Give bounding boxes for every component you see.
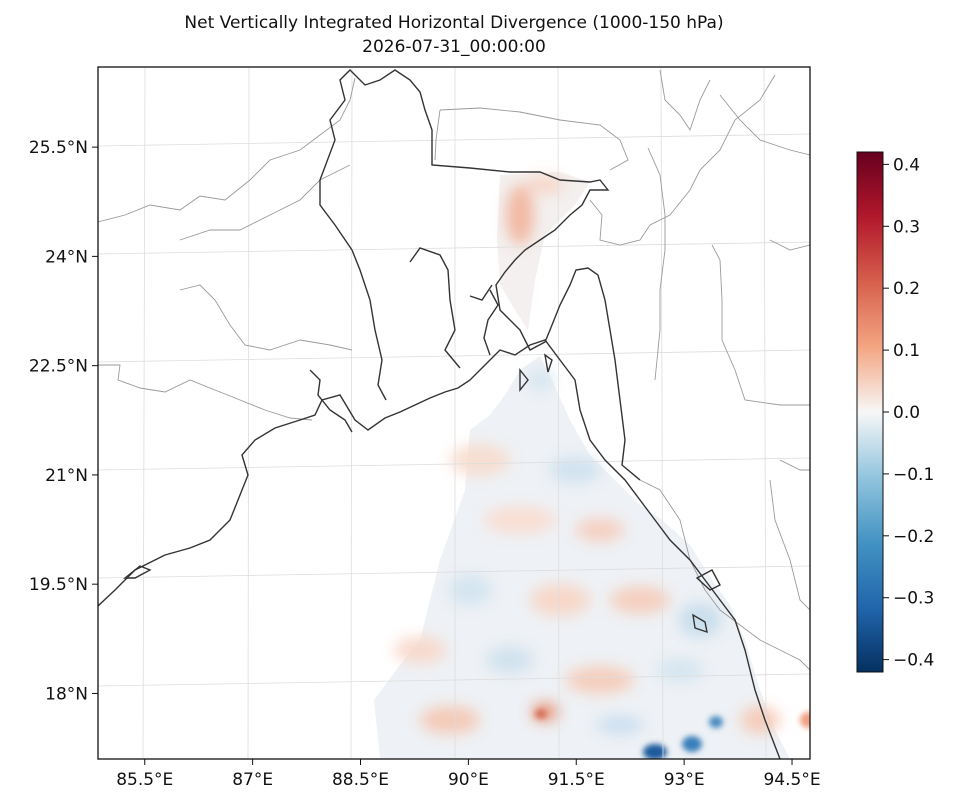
x-tick-label: 87°E [232, 770, 273, 790]
colorbar-tick-label: 0.1 [893, 341, 920, 361]
x-axis-ticks: 85.5°E 87°E 88.5°E 90°E 91.5°E 93°E 94.5°E [116, 759, 821, 790]
colorbar-tick-label: −0.2 [893, 527, 934, 547]
y-tick-label: 19.5°N [29, 575, 88, 595]
colorbar-tick-label: −0.4 [893, 651, 934, 671]
colorbar-tick-label: 0.3 [893, 217, 920, 237]
colorbar-tick-label: 0.2 [893, 279, 920, 299]
colorbar-tick-label: 0.4 [893, 155, 920, 175]
y-tick-label: 21°N [45, 466, 88, 486]
divergence-field [374, 172, 810, 759]
chart-subtitle: 2026-07-31_00:00:00 [362, 37, 546, 57]
y-axis-ticks: 25.5°N 24°N 22.5°N 21°N 19.5°N 18°N [29, 138, 98, 704]
coastline-and-borders [98, 69, 781, 759]
x-tick-label: 88.5°E [332, 770, 389, 790]
y-tick-label: 25.5°N [29, 138, 88, 158]
x-tick-label: 90°E [448, 770, 489, 790]
colorbar-tick-label: 0.0 [893, 403, 920, 423]
y-tick-label: 18°N [45, 684, 88, 704]
x-tick-label: 93°E [664, 770, 705, 790]
chart-title: Net Vertically Integrated Horizontal Div… [184, 13, 724, 33]
y-tick-label: 22.5°N [29, 357, 88, 377]
x-tick-label: 94.5°E [763, 770, 820, 790]
colorbar-tick-label: −0.1 [893, 465, 934, 485]
colorbar [856, 151, 884, 673]
y-tick-label: 24°N [45, 247, 88, 267]
x-tick-label: 85.5°E [116, 770, 173, 790]
x-tick-label: 91.5°E [548, 770, 605, 790]
plot-frame [97, 66, 811, 760]
state-boundaries [98, 69, 810, 671]
colorbar-ticks: 0.4 0.3 0.2 0.1 0.0 −0.1 −0.2 −0.3 −0.4 [883, 155, 934, 671]
colorbar-tick-label: −0.3 [893, 589, 934, 609]
